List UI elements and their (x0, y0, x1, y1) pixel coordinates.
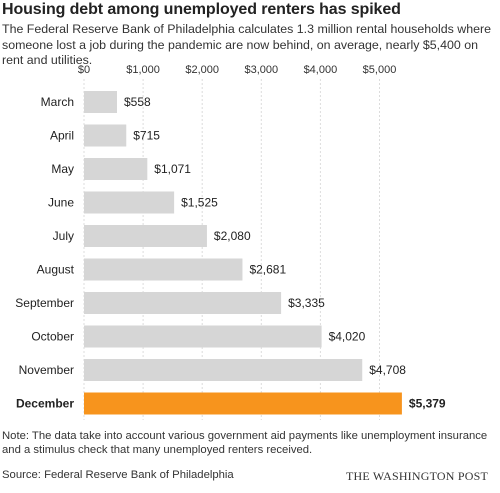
category-label: May (51, 162, 74, 176)
x-tick-label: $1,000 (126, 64, 160, 76)
category-label: October (31, 330, 74, 344)
x-tick-label: $2,000 (185, 64, 219, 76)
bar (84, 124, 127, 147)
x-tick-label: $0 (78, 64, 90, 76)
bar (84, 325, 322, 348)
data-label: $2,080 (214, 229, 251, 243)
bar (84, 359, 363, 381)
bar (84, 91, 117, 113)
chart-subtitle: The Federal Reserve Bank of Philadelphia… (2, 22, 492, 67)
data-label: $715 (133, 129, 160, 143)
x-tick-label: $5,000 (363, 64, 397, 76)
bar (84, 158, 148, 180)
data-label: $5,379 (409, 397, 446, 411)
bar (84, 392, 402, 415)
chart-note: Note: The data take into account various… (2, 430, 488, 456)
bar (84, 191, 175, 214)
data-label: $3,335 (288, 296, 325, 310)
data-label: $1,071 (154, 162, 191, 176)
category-label: November (19, 363, 74, 377)
category-label: June (48, 196, 74, 210)
data-label: $2,681 (249, 263, 286, 277)
category-label: September (15, 296, 74, 310)
data-label: $4,708 (369, 363, 406, 377)
bar (84, 225, 207, 247)
category-label: August (37, 263, 75, 277)
bar (84, 258, 243, 281)
chart-title: Housing debt among unemployed renters ha… (2, 1, 401, 18)
bar (84, 292, 282, 314)
category-label: July (53, 229, 74, 243)
category-label: March (41, 95, 74, 109)
bar-chart: $0 $1,000 $2,000 $3,000 $4,000 $5,000 March $55… (15, 64, 446, 420)
x-tick-label: $4,000 (304, 64, 338, 76)
data-label: $558 (124, 95, 151, 109)
chart-source: Source: Federal Reserve Bank of Philadel… (2, 469, 234, 481)
data-label: $1,525 (181, 196, 218, 210)
category-label: April (50, 129, 74, 143)
category-label: December (16, 397, 74, 411)
x-tick-label: $3,000 (244, 64, 278, 76)
data-label: $4,020 (329, 330, 366, 344)
publisher-logo: THE WASHINGTON POST (345, 469, 488, 483)
